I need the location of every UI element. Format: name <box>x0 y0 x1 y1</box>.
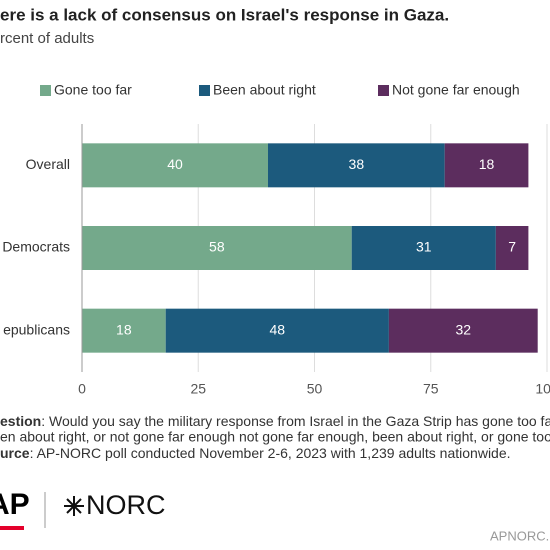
x-tick-label: 25 <box>190 381 206 397</box>
question-text: : Would you say the military response fr… <box>41 413 550 429</box>
data-label: 18 <box>479 156 495 172</box>
legend-swatch <box>378 85 389 96</box>
data-label: 31 <box>416 239 432 255</box>
bar-segment <box>82 308 166 353</box>
logo-ap: AP <box>0 488 30 521</box>
legend-swatch <box>199 85 210 96</box>
footnote-question-2: en about right, or not gone far enough n… <box>0 429 550 445</box>
data-label: 58 <box>209 239 225 255</box>
bar-segment <box>388 308 538 353</box>
plot: Gone too far Been about right Not gone far… <box>2 82 550 397</box>
chart-subtitle: rcent of adults <box>0 30 94 47</box>
chart-title: ere is a lack of consensus on Israel's r… <box>0 5 449 24</box>
logo-norc: NORC <box>86 490 166 520</box>
data-label: 40 <box>167 156 183 172</box>
logo-star <box>64 496 84 516</box>
data-label: 7 <box>508 239 516 255</box>
y-tick-label: Democrats <box>2 239 70 255</box>
legend-label: Not gone far enough <box>392 82 520 98</box>
source-text: : AP-NORC poll conducted November 2-6, 2… <box>30 445 511 461</box>
bar-segment <box>82 143 268 188</box>
data-label: 32 <box>456 321 472 337</box>
bar-segment <box>165 308 389 353</box>
bar-segment <box>82 226 352 270</box>
legend-label: Gone too far <box>54 82 132 98</box>
bar-segment <box>495 226 529 270</box>
x-tick-label: 0 <box>78 381 86 397</box>
x-tick-label: 50 <box>307 381 323 397</box>
x-tick-label: 75 <box>423 381 439 397</box>
url: APNORC. <box>490 528 549 543</box>
legend-swatch <box>40 85 51 96</box>
bar-segment <box>268 143 445 188</box>
legend-label: Been about right <box>213 82 316 98</box>
footnote-question: estion: Would you say the military respo… <box>0 413 550 429</box>
bar-segment <box>444 143 529 188</box>
data-label: 48 <box>270 321 286 337</box>
bar-segment <box>351 226 496 270</box>
y-tick-label: epublicans <box>3 321 70 337</box>
x-tick-label: 100 <box>535 381 550 397</box>
y-tick-label: Overall <box>26 156 70 172</box>
source-label: urce <box>0 445 30 461</box>
data-label: 18 <box>116 321 132 337</box>
footnote-source: urce: AP-NORC poll conducted November 2-… <box>0 445 511 461</box>
question-label: estion <box>0 413 41 429</box>
data-label: 38 <box>349 156 365 172</box>
logo-ap-underline <box>0 526 24 530</box>
